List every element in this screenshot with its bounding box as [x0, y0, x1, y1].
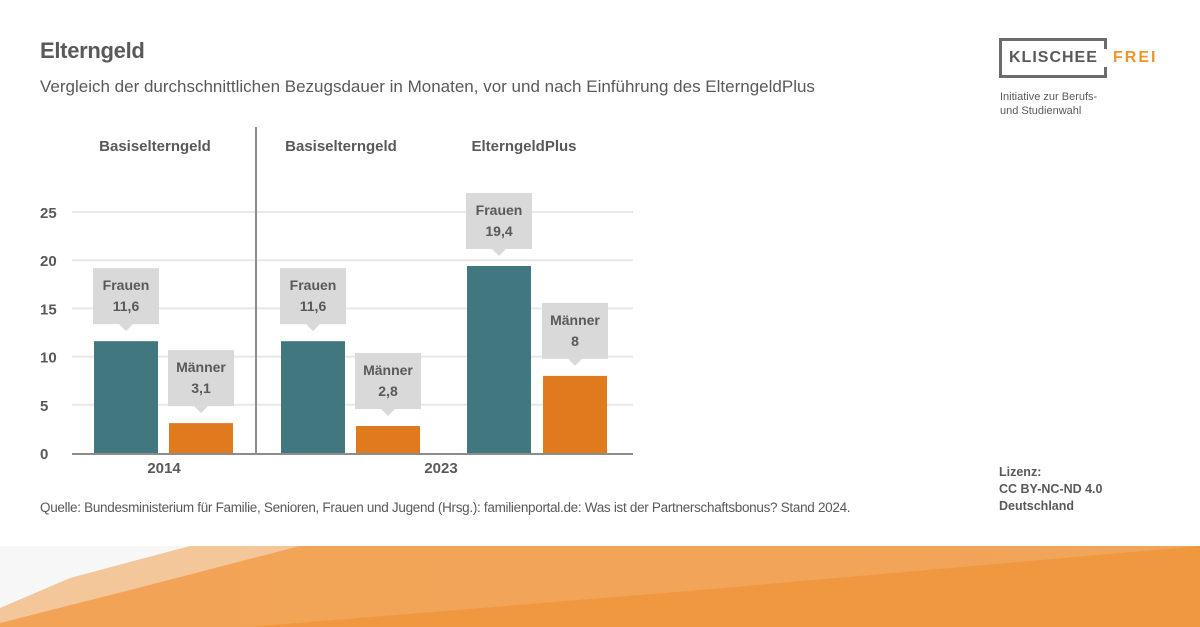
bar-männer-0 [169, 423, 233, 453]
bar-frauen-1 [281, 341, 345, 453]
section-label-basiselterngeld-2014: Basiselterngeld [99, 138, 211, 155]
data-label-box [542, 302, 608, 359]
section-label-basiselterngeld-2023: Basiselterngeld [285, 138, 397, 155]
logo-tagline: Initiative zur Berufs- und Studienwahl [1000, 90, 1097, 118]
data-label-männer-2: Männer 8 [542, 302, 608, 366]
data-label-value: 11,6 [300, 298, 327, 314]
data-label-pointer [492, 248, 506, 256]
data-label-series-name: Männer [550, 312, 600, 328]
data-label-pointer [119, 324, 133, 332]
y-tick-label-10: 10 [40, 350, 57, 367]
data-label-value: 19,4 [485, 223, 512, 239]
data-label-pointer [381, 409, 395, 417]
wave-dark [250, 546, 1200, 627]
x-label-2023: 2023 [424, 460, 457, 477]
license-country: Deutschland [999, 499, 1075, 513]
x-label-2014: 2014 [147, 460, 181, 477]
bar-männer-1 [356, 426, 420, 453]
license-info: Lizenz: CC BY-NC-ND 4.0 Deutschland [999, 464, 1103, 515]
logo-frame-right-bottom [1104, 67, 1107, 78]
y-tick-label-20: 20 [40, 253, 57, 270]
bar-frauen-2 [467, 265, 531, 453]
data-label-box [168, 350, 234, 407]
logo-frame-right-top [1104, 38, 1107, 49]
klischee-frei-logo: KLISCHEE FREI Initiative zur Berufs- und… [999, 38, 1159, 118]
data-label-pointer [306, 324, 320, 332]
data-label-series-name: Frauen [290, 277, 337, 293]
logo-frame [999, 38, 1107, 78]
logo-tagline-line1: Initiative zur Berufs- [1000, 91, 1098, 103]
data-label-box [93, 268, 159, 325]
bar-frauen-0 [94, 341, 158, 453]
data-label-series-name: Männer [363, 362, 413, 378]
chart-subtitle: Vergleich der durchschnittlichen Bezugsd… [40, 77, 815, 96]
data-label-frauen-0: Frauen 11,6 [93, 268, 159, 332]
data-label-frauen-1: Frauen 11,6 [280, 268, 346, 332]
license-name: CC BY-NC-ND 4.0 [999, 482, 1103, 496]
data-label-pointer [568, 358, 582, 366]
y-tick-label-15: 15 [40, 301, 57, 318]
data-label-series-name: Männer [176, 359, 226, 375]
source-note: Quelle: Bundesministerium für Familie, S… [40, 500, 851, 515]
y-tick-label-25: 25 [40, 205, 57, 222]
logo-word-frei: FREI [1113, 49, 1158, 66]
y-tick-label-0: 0 [40, 446, 48, 463]
data-label-frauen-2: Frauen 19,4 [466, 192, 532, 256]
data-label-series-name: Frauen [476, 202, 523, 218]
data-label-pointer [194, 406, 208, 414]
bar-männer-2 [543, 375, 607, 453]
data-label-box [280, 268, 346, 325]
decorative-wave-banner [0, 546, 1200, 627]
data-label-value: 11,6 [113, 298, 140, 314]
data-label-box [466, 192, 532, 249]
license-label: Lizenz: [999, 465, 1042, 479]
data-label-series-name: Frauen [103, 277, 150, 293]
data-label-value: 8 [571, 333, 579, 349]
data-label-männer-1: Männer 2,8 [355, 353, 421, 417]
data-label-value: 3,1 [191, 380, 211, 396]
chart-title: Elterngeld [40, 38, 145, 63]
y-tick-label-5: 5 [40, 398, 48, 415]
data-label-value: 2,8 [378, 383, 398, 399]
logo-tagline-line2: und Studienwahl [1000, 105, 1082, 117]
data-label-männer-0: Männer 3,1 [168, 350, 234, 414]
section-label-elterngeldplus: ElterngeldPlus [471, 138, 576, 155]
data-label-box [355, 353, 421, 410]
logo-word-klischee: KLISCHEE [1009, 49, 1098, 66]
